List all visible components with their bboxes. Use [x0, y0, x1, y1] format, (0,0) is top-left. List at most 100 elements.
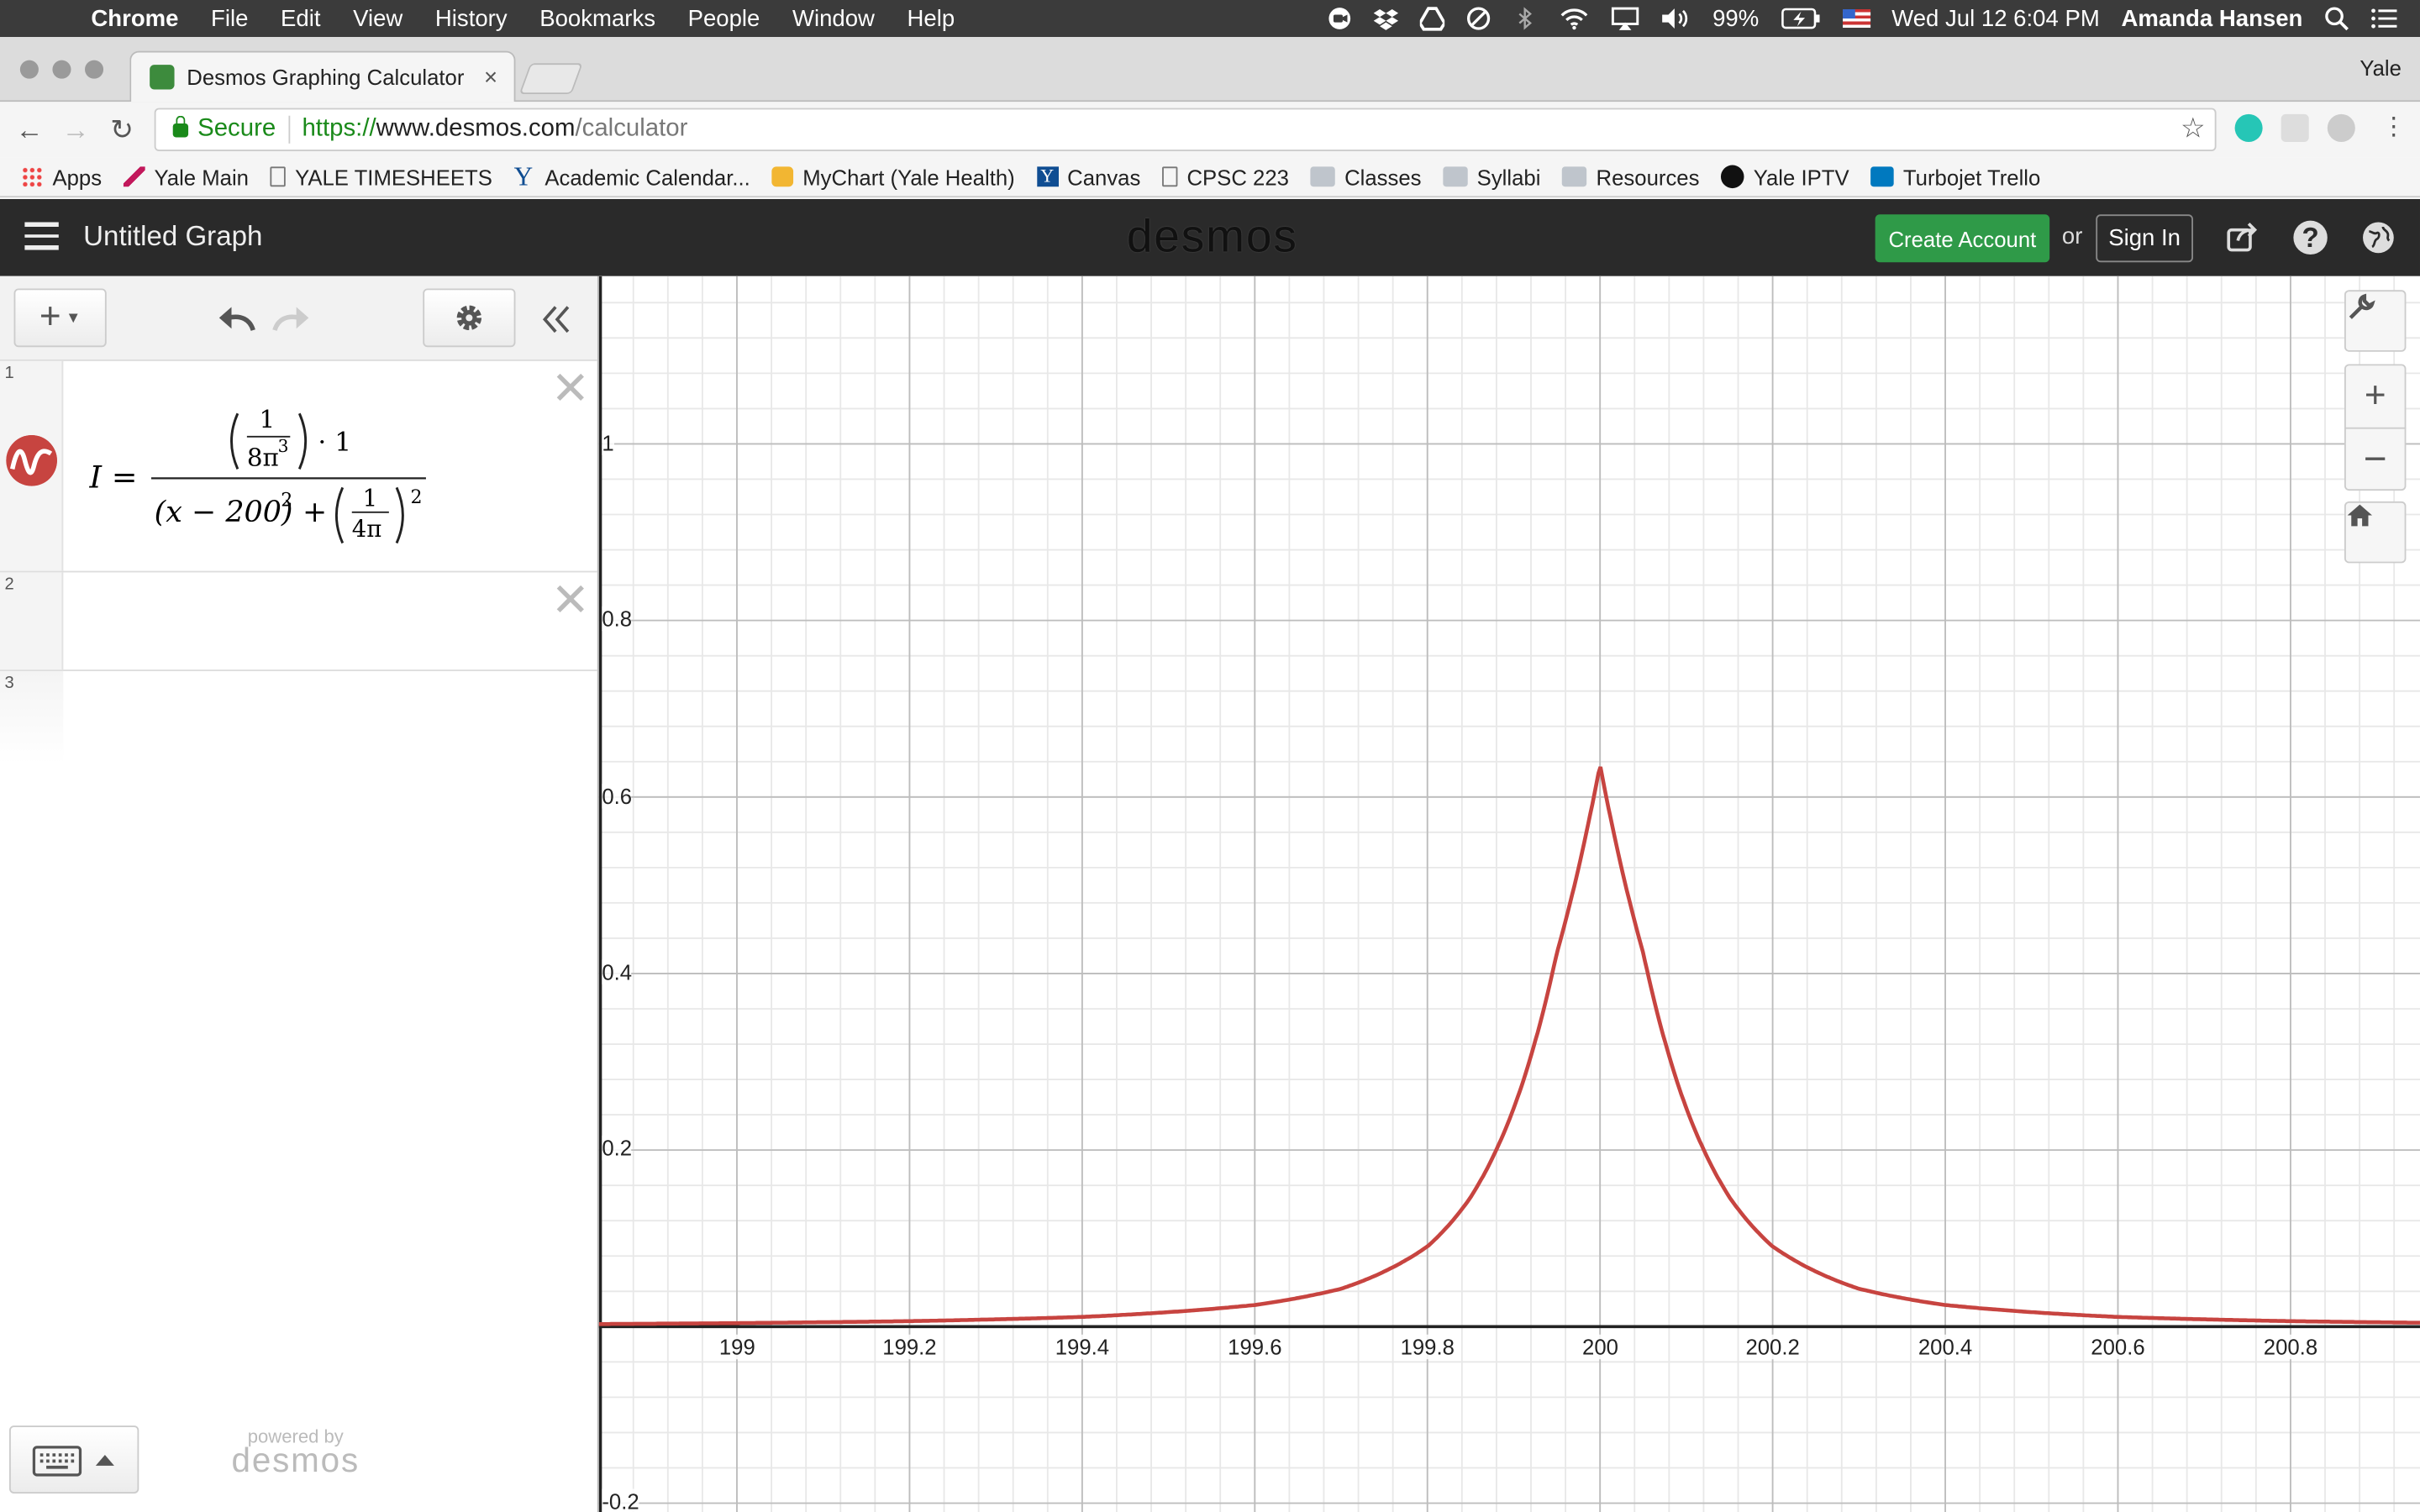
browser-profile-name[interactable]: Yale — [2360, 55, 2402, 81]
airplay-icon[interactable] — [1611, 6, 1639, 30]
bookmark-yale-iptv[interactable]: Yale IPTV — [1721, 165, 1849, 189]
graph-paper[interactable]: + − 199 199.2 199.4 199.6 199.8 200 200.2 200.4… — [598, 276, 2420, 1512]
menu-bookmarks[interactable]: Bookmarks — [539, 5, 656, 32]
expression-gutter: 3 — [0, 670, 64, 764]
add-item-button[interactable]: + ▼ — [13, 288, 107, 348]
window-close-button[interactable] — [19, 60, 39, 79]
share-icon[interactable] — [2226, 221, 2260, 255]
extension-cloud-icon[interactable] — [2327, 113, 2355, 142]
browser-tab-desmos[interactable]: Desmos Graphing Calculator × — [129, 50, 516, 102]
forward-arrow-icon[interactable]: → — [61, 113, 90, 144]
omnibox-divider — [287, 115, 290, 144]
menu-window[interactable]: Window — [792, 5, 875, 32]
menubar-user-name[interactable]: Amanda Hansen — [2121, 5, 2303, 32]
battery-percent: 99% — [1712, 5, 1760, 32]
bookmark-apps[interactable]: Apps — [21, 165, 102, 189]
desmos-logo: desmos — [1126, 211, 1298, 263]
create-account-button[interactable]: Create Account — [1875, 214, 2050, 263]
globe-language-icon[interactable] — [2361, 221, 2395, 255]
url-host: www.desmos.com — [376, 115, 576, 142]
menu-view[interactable]: View — [353, 5, 403, 32]
desmos-header: Untitled Graph desmos Create Account or … — [0, 198, 2420, 276]
curve-color-toggle-icon[interactable] — [6, 434, 57, 486]
graph-title[interactable]: Untitled Graph — [83, 220, 263, 252]
menubar-datetime[interactable]: Wed Jul 12 6:04 PM — [1891, 5, 2100, 32]
x-tick-label: 199.8 — [1400, 1334, 1455, 1359]
google-drive-icon[interactable] — [1419, 6, 1444, 31]
bookmark-yale-timesheets[interactable]: YALE TIMESHEETS — [270, 165, 492, 189]
svg-text:1: 1 — [363, 485, 378, 512]
expression-row-2[interactable]: 2 ✕ — [0, 572, 597, 671]
window-minimize-button[interactable] — [52, 60, 71, 79]
window-zoom-button[interactable] — [85, 60, 104, 79]
notification-center-icon[interactable] — [2370, 6, 2398, 30]
expression-number: 2 — [4, 575, 14, 595]
zoom-in-button[interactable]: + — [2364, 375, 2386, 417]
sign-in-button[interactable]: Sign In — [2096, 214, 2193, 263]
default-viewport-button[interactable] — [2344, 501, 2407, 564]
bookmark-cpsc-223[interactable]: CPSC 223 — [1162, 165, 1289, 189]
spotlight-search-icon[interactable] — [2324, 6, 2349, 31]
bookmark-star-icon[interactable]: ☆ — [2181, 113, 2206, 144]
keypad-toggle-button[interactable] — [9, 1425, 139, 1494]
svg-text:4π: 4π — [352, 516, 382, 543]
bookmark-canvas[interactable]: Y Canvas — [1036, 165, 1140, 189]
browser-tab-strip: Desmos Graphing Calculator × Yale — [0, 37, 2420, 102]
tab-close-icon[interactable]: × — [484, 64, 498, 91]
graph-settings-button[interactable] — [423, 288, 516, 348]
bookmark-yale-main[interactable]: Yale Main — [123, 165, 249, 189]
bookmark-folder-syllabi[interactable]: Syllabi — [1443, 165, 1540, 189]
undo-icon[interactable] — [216, 302, 256, 336]
or-label: or — [2061, 223, 2083, 250]
expression-row-1[interactable]: 1 I = 1 8π 3 · 1 (x − 200) 2 + 1 — [0, 360, 597, 573]
menu-history[interactable]: History — [434, 5, 508, 32]
menu-edit[interactable]: Edit — [281, 5, 321, 32]
curve-series-1[interactable] — [598, 766, 2420, 1326]
reload-icon[interactable]: ↻ — [110, 113, 134, 144]
us-flag-icon[interactable] — [1842, 9, 1870, 29]
graph-canvas[interactable] — [598, 276, 2420, 1512]
y-tick-label: 0.2 — [602, 1136, 633, 1161]
bookmark-folder-classes[interactable]: Classes — [1310, 165, 1422, 189]
expression-row-3[interactable]: 3 — [0, 670, 597, 764]
menu-app-name[interactable]: Chrome — [91, 5, 179, 32]
zoom-out-button[interactable]: − — [2363, 434, 2387, 482]
x-tick-label: 200.2 — [1745, 1334, 1800, 1359]
new-tab-button[interactable] — [518, 63, 583, 95]
bluetooth-icon[interactable] — [1512, 6, 1536, 30]
x-tick-label: 200.4 — [1918, 1334, 1973, 1359]
camera-status-icon[interactable] — [1327, 6, 1351, 30]
macos-menu-bar: Chrome File Edit View History Bookmarks … — [0, 0, 2420, 38]
help-icon[interactable]: ? — [2293, 220, 2328, 255]
dropbox-icon[interactable] — [1373, 6, 1398, 30]
wifi-icon[interactable] — [1558, 6, 1589, 30]
powered-by-desmos[interactable]: powered by desmos — [232, 1425, 360, 1481]
bookmark-academic-calendar[interactable]: Y Academic Calendar... — [513, 161, 750, 192]
bookmark-mychart[interactable]: MyChart (Yale Health) — [771, 165, 1015, 189]
svg-text:· 1: · 1 — [318, 427, 351, 457]
menu-file[interactable]: File — [211, 5, 249, 32]
extension-react-icon[interactable] — [2281, 113, 2309, 142]
address-bar[interactable]: Secure https:// www.desmos.com /calculat… — [154, 108, 2217, 151]
delete-expression-icon[interactable]: ✕ — [550, 575, 590, 627]
graph-tools-button[interactable] — [2344, 290, 2407, 352]
page-icon — [270, 166, 287, 187]
battery-charging-icon[interactable] — [1781, 6, 1821, 30]
collapse-panel-icon[interactable] — [540, 302, 574, 336]
bookmark-turbojet-trello[interactable]: Turbojet Trello — [1870, 165, 2040, 189]
hamburger-menu-icon[interactable] — [24, 222, 59, 249]
gear-icon — [456, 305, 482, 331]
y-tick-label: 1 — [602, 429, 614, 455]
svg-text:2: 2 — [411, 487, 423, 508]
redo-icon[interactable] — [271, 302, 312, 336]
sync-circle-icon[interactable] — [1465, 6, 1490, 30]
delete-expression-icon[interactable]: ✕ — [550, 364, 590, 416]
extension-m-icon[interactable] — [2234, 113, 2263, 142]
bookmark-folder-resources[interactable]: Resources — [1562, 165, 1699, 189]
menu-help[interactable]: Help — [907, 5, 955, 32]
expression-formula[interactable]: I = 1 8π 3 · 1 (x − 200) 2 + 1 4π — [87, 380, 441, 549]
menu-people[interactable]: People — [687, 5, 760, 32]
volume-icon[interactable] — [1660, 6, 1691, 30]
chrome-menu-icon[interactable]: ⋮ — [2381, 113, 2407, 141]
back-arrow-icon[interactable]: ← — [15, 113, 44, 144]
